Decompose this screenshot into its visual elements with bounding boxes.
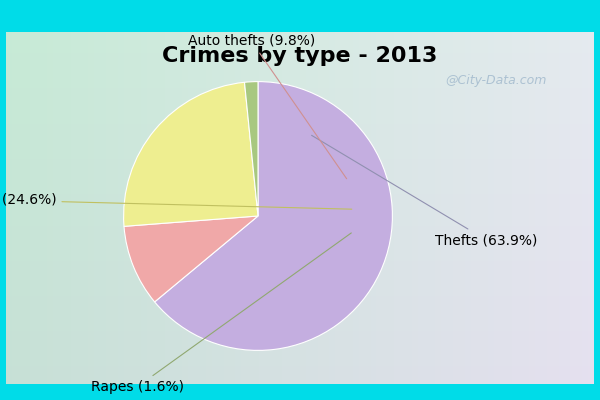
Wedge shape <box>124 82 258 226</box>
Text: Auto thefts (9.8%): Auto thefts (9.8%) <box>188 34 347 179</box>
Wedge shape <box>155 82 392 350</box>
Wedge shape <box>244 82 258 216</box>
Text: Rapes (1.6%): Rapes (1.6%) <box>91 233 351 394</box>
Text: Burglaries (24.6%): Burglaries (24.6%) <box>0 193 352 209</box>
Text: Crimes by type - 2013: Crimes by type - 2013 <box>163 46 437 66</box>
Text: @City-Data.com: @City-Data.com <box>446 74 547 87</box>
Wedge shape <box>124 216 258 302</box>
Text: Thefts (63.9%): Thefts (63.9%) <box>311 135 538 247</box>
